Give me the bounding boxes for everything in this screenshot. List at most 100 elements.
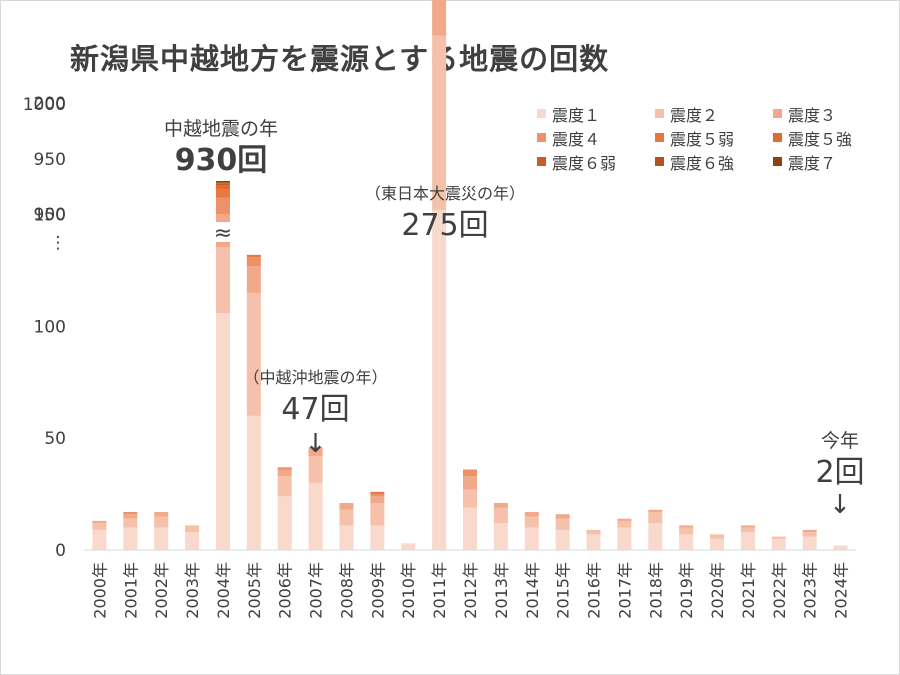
x-tick-label: 2009年 [368,562,387,619]
bar-segment [123,514,138,519]
bar-segment [92,520,107,524]
legend-item: 震度７ [773,151,877,173]
legend-swatch [655,133,664,142]
annotation-chuetsu: 中越地震の年 930回 [146,114,296,179]
legend-item: 震度２ [655,103,773,125]
legend-item: 震度４ [537,127,655,149]
bar-segment [370,494,385,497]
bar-segment [740,525,755,528]
bar-segment [833,545,848,550]
x-tick-label: 2022年 [770,562,789,619]
bar-segment [339,503,354,510]
x-tick-label: 2021年 [739,562,758,619]
x-tick-label: 2016年 [585,562,604,619]
bar-segment [339,525,354,550]
bar-segment [802,529,817,533]
legend-swatch [773,109,782,118]
bar-segment [586,534,601,550]
x-tick-label: 2001年 [121,562,140,619]
bar-segment [555,514,570,519]
bar-segment [463,476,477,490]
bar-segment [154,511,169,517]
bar-segment [493,523,508,550]
bar-segment [432,210,447,551]
bar-segment [679,534,694,550]
bar-segment [370,491,385,495]
x-tick-label: 2017年 [615,562,634,619]
annotation-this-year-count: 2回 [815,455,865,490]
bar-segment [432,0,447,36]
bar-segment [154,527,169,550]
legend-label: 震度７ [788,153,837,173]
bar-segment [586,529,601,535]
legend-item: 震度６強 [655,151,773,173]
bar-segment [246,266,261,293]
bar-segment [215,189,230,198]
bar-segment [277,496,292,550]
x-tick-label: 2020年 [708,562,727,619]
annotation-chuetsu-oki-count: 47回 [281,392,350,427]
bar-segment [277,467,292,470]
y-tick-label: 50 [44,429,66,449]
bar-segment [370,496,385,504]
legend-label: 震度５強 [788,129,853,149]
bar-segment [339,509,354,526]
bar-segment [308,447,323,457]
x-tick-label: 2014年 [523,562,542,619]
bar-segment [401,543,416,550]
legend-swatch [655,109,664,118]
bar-segment [648,511,663,524]
legend-label: 震度６弱 [552,153,617,173]
bar-segment [215,197,230,214]
bar-segment [215,181,230,183]
chart-title: 新潟県中越地方を震源とする地震の回数 [70,42,610,76]
annotation-chuetsu-oki: （中越沖地震の年） 47回 ↓ [228,364,403,458]
legend-swatch [773,157,782,166]
bar-segment [802,532,817,537]
bar-segment [555,529,570,550]
x-tick-label: 2018年 [646,562,665,619]
legend-label: 震度２ [670,105,719,125]
bar-segment [215,182,230,184]
annotation-chuetsu-count: 930回 [174,143,268,178]
legend-item: 震度５弱 [655,127,773,149]
y-tick-label: 0 [55,541,66,561]
bar-segment [740,532,755,550]
bar-segment [802,536,817,550]
x-tick-label: 2015年 [554,562,573,619]
bar-segment [308,482,323,550]
bar-segment [246,257,261,267]
x-tick-label: 2024年 [832,562,851,619]
bar-segment [123,518,138,528]
bar-segment [154,516,169,528]
axis-break-dots: ⋮ [50,233,67,253]
bar-segment [740,527,755,533]
bar-segment [308,456,323,483]
bar-segment [185,532,200,550]
x-tick-label: 2023年 [801,562,820,619]
bar-segment [215,313,230,550]
y-tick-label: 150 [34,206,66,226]
x-tick-label: 2007年 [307,562,326,619]
annotation-east-japan: （東日本大震災の年） 275回 [350,180,540,244]
y-tick-label: 1000 [23,95,66,115]
x-tick-label: 2013年 [492,562,511,619]
bar-segment [710,534,725,539]
y-tick-label: 200 [34,94,66,114]
bar-break-mark: ≈ [214,221,232,246]
bar-segment [463,469,477,477]
bar-segment [370,503,385,526]
y-tick-label: 250 [34,0,66,2]
x-tick-label: 2006年 [276,562,295,619]
bar-segment [648,523,663,550]
annotation-chuetsu-oki-arrow: ↓ [304,429,327,459]
bar-segment [432,35,447,211]
bar-segment [617,520,632,528]
bar-segment [524,527,539,550]
bar-segment [648,509,663,512]
legend-item: 震度６弱 [537,151,655,173]
bar-segment [277,469,292,477]
x-tick-label: 2000年 [90,562,109,619]
x-tick-label: 2008年 [337,562,356,619]
